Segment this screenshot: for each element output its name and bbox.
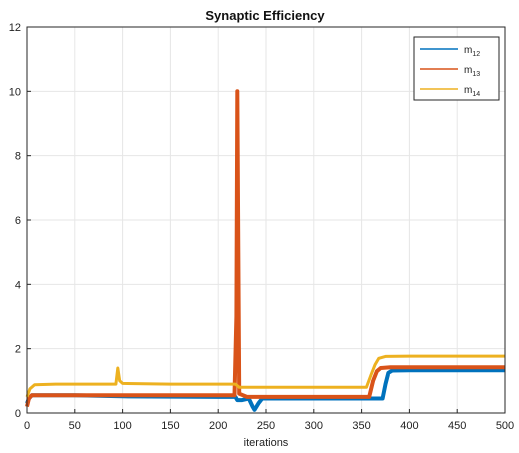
x-tick-label: 200 bbox=[209, 420, 227, 432]
y-tick-label: 10 bbox=[9, 86, 21, 98]
legend-label-m13: m13 bbox=[464, 65, 480, 78]
x-tick-label: 50 bbox=[69, 420, 81, 432]
y-tick-label: 8 bbox=[15, 151, 21, 163]
series-line-m13 bbox=[25, 89, 505, 408]
legend: m12 m13 m14 bbox=[413, 36, 500, 101]
x-tick-label: 100 bbox=[113, 420, 131, 432]
x-tick-label: 250 bbox=[257, 420, 275, 432]
y-tick-label: 2 bbox=[15, 344, 21, 356]
x-tick-label: 350 bbox=[352, 420, 370, 432]
y-tick-label: 4 bbox=[15, 279, 21, 291]
chart-title: Synaptic Efficiency bbox=[205, 8, 325, 23]
x-axis-label: iterations bbox=[244, 437, 289, 449]
legend-label-m14: m14 bbox=[464, 85, 480, 98]
x-axis-ticks: 0 50 100 150 200 250 300 350 400 450 500 bbox=[24, 409, 514, 432]
y-axis-ticks: 0 2 4 6 8 10 12 bbox=[9, 22, 31, 420]
legend-label-m12: m12 bbox=[464, 45, 480, 58]
plot-area bbox=[25, 89, 505, 412]
x-tick-label: 300 bbox=[305, 420, 323, 432]
series-line-m14 bbox=[25, 354, 505, 398]
y-tick-label: 0 bbox=[15, 408, 21, 420]
x-tick-label: 400 bbox=[400, 420, 418, 432]
x-tick-label: 150 bbox=[161, 420, 179, 432]
y-tick-label: 12 bbox=[9, 22, 21, 34]
x-tick-label: 500 bbox=[496, 420, 514, 432]
x-tick-label: 0 bbox=[24, 420, 30, 432]
x-tick-label: 450 bbox=[448, 420, 466, 432]
y-tick-label: 6 bbox=[15, 215, 21, 227]
